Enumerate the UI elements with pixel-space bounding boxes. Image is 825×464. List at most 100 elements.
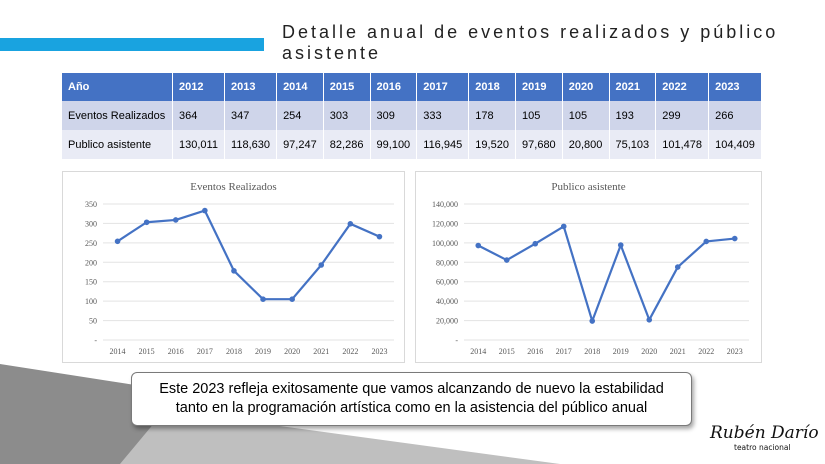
x-tick-label: 2016 bbox=[527, 347, 543, 356]
y-tick-label: 100 bbox=[85, 297, 97, 306]
x-tick-label: 2017 bbox=[197, 347, 213, 356]
x-tick-label: 2017 bbox=[556, 347, 572, 356]
x-tick-label: 2020 bbox=[641, 347, 657, 356]
x-tick-label: 2016 bbox=[168, 347, 184, 356]
data-point bbox=[532, 240, 539, 247]
data-point bbox=[143, 219, 150, 226]
y-tick-label: 350 bbox=[85, 200, 97, 209]
data-point bbox=[202, 207, 208, 214]
data-point bbox=[289, 296, 295, 302]
year-cell: 2023 bbox=[708, 73, 762, 101]
table-cell: 97,680 bbox=[515, 130, 563, 159]
year-cell: 2019 bbox=[515, 73, 563, 101]
x-tick-label: 2014 bbox=[110, 347, 126, 356]
year-cell: 2013 bbox=[224, 73, 278, 101]
y-tick-label: 300 bbox=[85, 219, 97, 228]
x-tick-label: 2022 bbox=[342, 347, 358, 356]
table-cell: 118,630 bbox=[224, 130, 278, 159]
chart-eventos: Eventos Realizados - 50 100 150 200 250 300 350 2… bbox=[62, 171, 405, 363]
table-cell: 116,945 bbox=[416, 130, 470, 159]
data-point bbox=[646, 316, 653, 323]
year-cell: 2016 bbox=[370, 73, 418, 101]
year-cell: 2021 bbox=[609, 73, 657, 101]
table-cell: 19,520 bbox=[468, 130, 517, 159]
table-header-row: Año 2012 2013 2014 2015 2016 2017 2018 2… bbox=[62, 73, 762, 101]
year-cell: 2017 bbox=[416, 73, 470, 101]
row-label: Publico asistente bbox=[62, 130, 173, 159]
table-cell: 333 bbox=[416, 101, 470, 130]
table-cell: 101,478 bbox=[655, 130, 710, 159]
data-point bbox=[347, 221, 354, 227]
y-tick-label: 50 bbox=[89, 317, 97, 326]
y-tick-label: 20,000 bbox=[436, 317, 458, 326]
header-label-cell: Año bbox=[62, 73, 173, 101]
y-tick-label: 140,000 bbox=[432, 200, 458, 209]
x-tick-label: 2018 bbox=[584, 347, 600, 356]
y-tick-label: 200 bbox=[85, 258, 97, 267]
data-point bbox=[114, 238, 121, 245]
table-cell: 105 bbox=[562, 101, 610, 130]
year-cell: 2018 bbox=[468, 73, 517, 101]
y-tick-label: 100,000 bbox=[432, 239, 458, 248]
stats-table: Año 2012 2013 2014 2015 2016 2017 2018 2… bbox=[62, 73, 762, 159]
data-point bbox=[560, 223, 567, 230]
y-tick-label: - bbox=[94, 336, 97, 345]
table-cell: 347 bbox=[224, 101, 278, 130]
teatro-logo: Rubén Darío teatro nacional bbox=[709, 423, 819, 452]
chart-publico: Publico asistente - 20,000 40,000 60,000 80,0… bbox=[415, 171, 762, 363]
year-cell: 2014 bbox=[276, 73, 324, 101]
table-cell: 130,011 bbox=[172, 130, 226, 159]
year-cell: 2020 bbox=[562, 73, 610, 101]
logo-script-text: Rubén Darío bbox=[709, 423, 819, 443]
table-row-publico: Publico asistente 130,011 118,630 97,247… bbox=[62, 130, 762, 159]
table-cell: 254 bbox=[276, 101, 324, 130]
series-line bbox=[116, 209, 380, 301]
x-tick-label: 2018 bbox=[226, 347, 242, 356]
table-cell: 105 bbox=[515, 101, 563, 130]
data-point bbox=[703, 238, 710, 245]
table-cell: 364 bbox=[172, 101, 226, 130]
x-tick-label: 2022 bbox=[698, 347, 714, 356]
data-point bbox=[503, 257, 510, 263]
data-point bbox=[674, 264, 681, 270]
data-point bbox=[260, 296, 266, 302]
data-point bbox=[589, 318, 596, 324]
data-point bbox=[617, 242, 624, 248]
callout-line-2: tanto en la programación artística como … bbox=[175, 400, 648, 416]
accent-bar bbox=[0, 38, 264, 51]
x-tick-label: 2023 bbox=[371, 347, 387, 356]
logo-subtitle: teatro nacional bbox=[734, 443, 791, 452]
table-cell: 75,103 bbox=[609, 130, 657, 159]
x-tick-label: 2019 bbox=[255, 347, 271, 356]
data-point bbox=[731, 235, 738, 242]
series-line bbox=[477, 225, 735, 323]
slide-title: Detalle anual de eventos realizados y pú… bbox=[282, 22, 779, 63]
chart-eventos-svg: Eventos Realizados - 50 100 150 200 250 300 350 2… bbox=[85, 181, 394, 356]
x-tick-label: 2020 bbox=[284, 347, 300, 356]
callout-line-1: Este 2023 refleja exitosamente que vamos… bbox=[159, 381, 664, 397]
x-tick-label: 2021 bbox=[313, 347, 329, 356]
chart-title: Eventos Realizados bbox=[190, 181, 276, 193]
year-cell: 2015 bbox=[323, 73, 371, 101]
year-cell: 2022 bbox=[655, 73, 710, 101]
table-cell: 99,100 bbox=[370, 130, 418, 159]
data-point bbox=[475, 242, 482, 249]
summary-callout: Este 2023 refleja exitosamente que vamos… bbox=[131, 372, 692, 426]
year-cell: 2012 bbox=[172, 73, 226, 101]
y-tick-label: - bbox=[455, 336, 458, 345]
y-tick-label: 40,000 bbox=[436, 297, 458, 306]
data-point bbox=[231, 268, 237, 274]
table-cell: 303 bbox=[323, 101, 371, 130]
row-label: Eventos Realizados bbox=[62, 101, 173, 130]
table-cell: 20,800 bbox=[562, 130, 610, 159]
x-tick-label: 2014 bbox=[470, 347, 486, 356]
y-tick-label: 80,000 bbox=[436, 258, 458, 267]
table-cell: 266 bbox=[708, 101, 762, 130]
y-tick-label: 120,000 bbox=[432, 219, 458, 228]
y-tick-label: 60,000 bbox=[436, 278, 458, 287]
x-tick-label: 2015 bbox=[139, 347, 155, 356]
data-point bbox=[376, 233, 383, 240]
data-point bbox=[172, 217, 179, 223]
x-tick-label: 2019 bbox=[613, 347, 629, 356]
table-cell: 299 bbox=[655, 101, 710, 130]
